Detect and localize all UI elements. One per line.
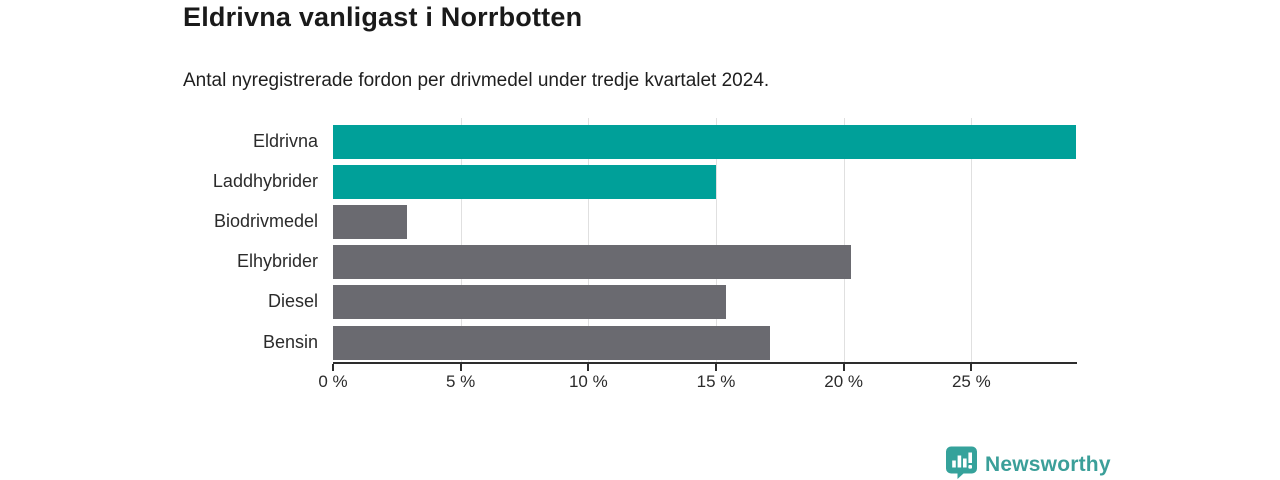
x-tick-mark [714, 364, 717, 371]
category-label: Bensin [262, 331, 318, 352]
gridline [971, 118, 973, 363]
chart-title: Eldrivna vanligast i Norrbotten [183, 2, 583, 32]
x-tick-label: 15 % [696, 372, 736, 391]
chart-subtitle: Antal nyregistrerade fordon per drivmede… [183, 70, 770, 91]
newsworthy-logo: Newsworthy [945, 446, 1111, 480]
category-label: Diesel [267, 291, 318, 312]
category-label: Laddhybrider [212, 170, 318, 191]
bar-biodrivmedel [333, 204, 408, 239]
x-tick-mark [970, 364, 973, 371]
x-tick-mark [842, 364, 845, 371]
bar-chart-speech-bubble-icon [945, 446, 978, 480]
gridline [588, 118, 590, 363]
category-label: Biodrivmedel [213, 210, 318, 231]
x-tick-mark [587, 364, 590, 371]
x-tick-mark [459, 364, 462, 371]
x-axis-line [333, 362, 1077, 364]
bar-diesel [333, 285, 727, 320]
bar-bensin [333, 325, 770, 360]
x-tick-label: 5 % [446, 372, 476, 391]
x-tick-mark [332, 364, 334, 371]
category-label: Eldrivna [252, 130, 318, 151]
x-tick-label: 25 % [951, 372, 991, 391]
x-tick-label: 10 % [568, 372, 608, 391]
category-label: Elhybrider [236, 251, 318, 272]
bar-elhybrider [333, 245, 852, 280]
bar-laddhybrider [333, 164, 716, 199]
x-tick-label: 20 % [824, 372, 864, 391]
x-tick-label: 0 % [318, 372, 348, 391]
plot-area [333, 118, 1076, 363]
bar-eldrivna [333, 124, 1076, 159]
newsworthy-logo-text: Newsworthy [985, 453, 1111, 476]
gridline [843, 118, 845, 363]
gridline [460, 118, 462, 363]
gridline [715, 118, 717, 363]
category-axis: Eldrivna Laddhybrider Biodrivmedel Elhybrid… [0, 118, 318, 363]
